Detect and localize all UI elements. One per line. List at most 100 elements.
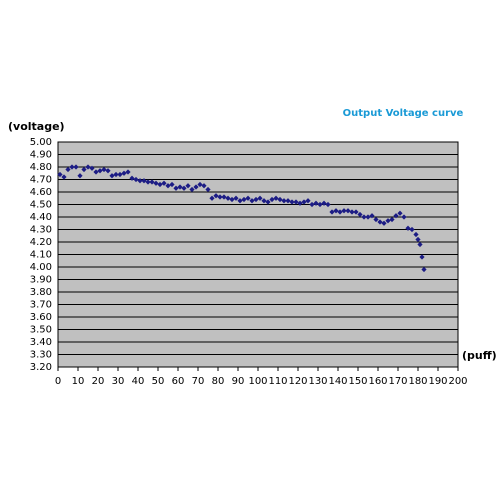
data-point (141, 178, 147, 184)
data-point (357, 211, 363, 218)
data-point (289, 199, 295, 205)
data-point (173, 185, 179, 191)
data-point (293, 199, 299, 205)
y-tick-label: 3.80 (30, 287, 52, 298)
x-tick-label: 90 (232, 376, 245, 387)
data-point (265, 199, 271, 205)
data-point (97, 168, 103, 174)
data-point (157, 181, 163, 188)
data-point (197, 181, 203, 188)
data-point (413, 231, 419, 238)
data-point (349, 209, 355, 215)
data-point (89, 165, 95, 171)
data-point (417, 241, 423, 248)
data-point (313, 200, 319, 206)
data-point (253, 196, 259, 203)
y-tick-label: 5.00 (30, 137, 52, 148)
data-point (57, 171, 63, 178)
data-point (217, 194, 223, 200)
data-point (261, 198, 267, 204)
y-tick-label: 4.20 (30, 237, 52, 248)
x-tick-label: 20 (92, 376, 105, 387)
data-point (69, 164, 75, 170)
data-point (365, 214, 371, 220)
data-point (201, 183, 207, 189)
y-tick-label: 3.70 (30, 300, 52, 311)
data-point (245, 195, 251, 201)
x-tick-label: 100 (248, 376, 267, 387)
y-tick-label: 3.60 (30, 312, 52, 323)
x-tick-label: 110 (268, 376, 287, 387)
x-tick-label: 120 (288, 376, 307, 387)
data-point (361, 214, 367, 220)
x-tick-label: 200 (448, 376, 467, 387)
data-point (129, 175, 135, 181)
x-tick-label: 10 (72, 376, 85, 387)
data-point (309, 201, 315, 208)
y-tick-label: 3.90 (30, 275, 52, 286)
data-point (61, 174, 67, 180)
data-point (85, 164, 91, 170)
data-point (285, 198, 291, 204)
data-point (345, 208, 351, 214)
data-point (109, 173, 115, 179)
x-axis-label: (puff) (462, 349, 497, 362)
data-point (305, 198, 311, 204)
data-point (233, 195, 239, 201)
data-point (209, 195, 215, 201)
x-tick-label: 140 (328, 376, 347, 387)
x-tick-label: 130 (308, 376, 327, 387)
x-tick-label: 70 (192, 376, 205, 387)
data-point (77, 173, 83, 179)
data-point (273, 195, 279, 201)
data-point (385, 218, 391, 224)
y-axis-label: (voltage) (8, 120, 65, 133)
y-tick-label: 4.70 (30, 175, 52, 186)
y-tick-label: 4.80 (30, 162, 52, 173)
y-tick-label: 4.90 (30, 150, 52, 161)
data-point (301, 199, 307, 205)
x-tick-label: 150 (348, 376, 367, 387)
data-point (401, 214, 407, 220)
data-point (373, 216, 379, 223)
data-point (325, 201, 331, 208)
data-point (269, 196, 275, 203)
data-point (125, 169, 131, 175)
data-point (415, 236, 421, 243)
data-point (169, 181, 175, 188)
data-point (237, 198, 243, 204)
y-tick-label: 4.10 (30, 250, 52, 261)
data-point (337, 209, 343, 215)
chart-title: Output Voltage curve (343, 108, 464, 119)
data-point (165, 183, 171, 189)
data-point (161, 180, 167, 186)
data-point (185, 183, 191, 189)
x-tick-label: 40 (132, 376, 145, 387)
data-point (381, 220, 387, 226)
data-point (249, 198, 255, 204)
data-point (177, 184, 183, 190)
data-point (397, 210, 403, 216)
data-point (205, 186, 211, 193)
x-tick-label: 50 (152, 376, 165, 387)
data-point (321, 200, 327, 206)
y-tick-label: 4.50 (30, 200, 52, 211)
y-tick-label: 4.60 (30, 187, 52, 198)
data-point (281, 198, 287, 204)
data-point (225, 195, 231, 201)
x-tick-label: 30 (112, 376, 125, 387)
data-point (73, 164, 79, 170)
data-point (133, 176, 139, 183)
data-point (317, 201, 323, 208)
x-tick-label: 190 (428, 376, 447, 387)
data-point (137, 178, 143, 184)
data-point (421, 266, 427, 273)
x-tick-label: 170 (388, 376, 407, 387)
data-point (121, 170, 127, 176)
data-point (329, 209, 335, 215)
data-point (181, 185, 187, 191)
y-tick-label: 3.20 (30, 362, 52, 373)
x-tick-label: 160 (368, 376, 387, 387)
data-point (221, 194, 227, 200)
